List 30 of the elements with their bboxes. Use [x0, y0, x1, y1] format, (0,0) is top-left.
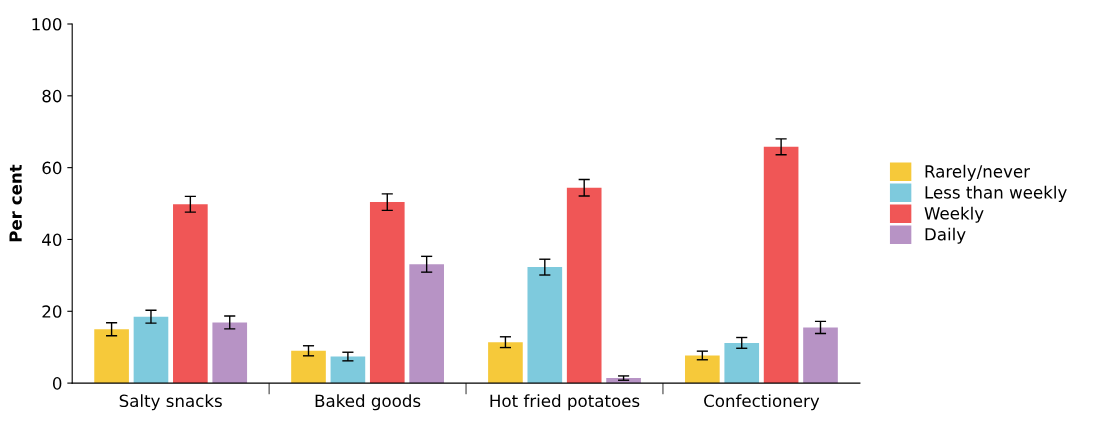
- bar: [133, 316, 169, 384]
- x-tick-label: Baked goods: [315, 394, 421, 411]
- x-tick-label: Salty snacks: [119, 394, 222, 411]
- bar: [566, 187, 602, 384]
- bar: [212, 322, 248, 384]
- legend-label: Rarely/never: [925, 164, 1031, 181]
- y-tick-label: 20: [42, 305, 62, 318]
- bar: [803, 327, 838, 384]
- bar: [685, 355, 720, 384]
- legend-label: Weekly: [924, 206, 984, 223]
- y-tick-label: 40: [42, 233, 62, 247]
- y-tick-label: 80: [42, 89, 62, 103]
- x-tick-label: Confectionery: [704, 394, 820, 411]
- bar: [409, 264, 444, 384]
- legend-label: Less than weekly: [925, 185, 1067, 202]
- y-tick-label: 0: [52, 377, 62, 390]
- bar: [291, 350, 326, 384]
- bar: [330, 356, 366, 384]
- y-tick-label: 100: [32, 17, 62, 31]
- bar: [369, 202, 405, 384]
- bar: [488, 342, 523, 384]
- y-tick-label: 60: [42, 161, 62, 175]
- y-axis-title: Per cent: [9, 164, 22, 242]
- bar: [724, 342, 760, 384]
- bar: [763, 146, 799, 384]
- bar: [173, 204, 208, 384]
- x-tick-label: Hot fried potatoes: [490, 394, 640, 411]
- bar: [94, 329, 129, 384]
- legend-label: Daily: [925, 227, 966, 244]
- bar: [527, 267, 563, 384]
